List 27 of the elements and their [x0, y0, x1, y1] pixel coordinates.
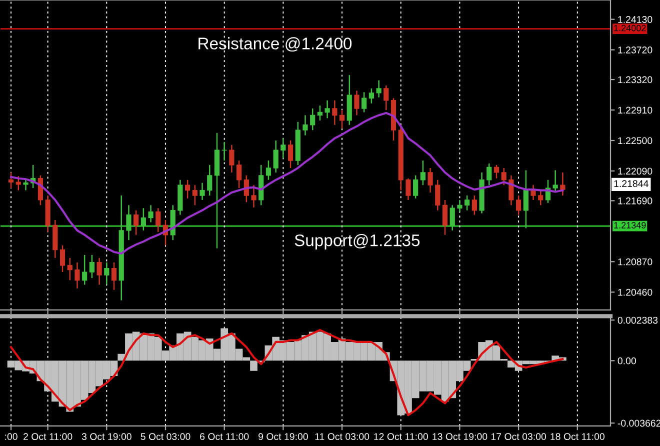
x-tick-label: 17 Oct 03:00 [491, 433, 546, 440]
y-tick-label: 1.23320 [618, 76, 652, 84]
y-tick-label: 1.22910 [618, 106, 652, 114]
ref-line-label: 1.21349 [614, 222, 646, 228]
y-tick-label: 1.24130 [618, 16, 652, 23]
y-tick-label: 0.002383 [618, 316, 658, 324]
x-tick-label: 3 Oct 19:00 [82, 433, 132, 440]
ref-line-label: 1.24002 [614, 24, 646, 32]
x-tick-label: 18 Oct 11:00 [550, 433, 604, 440]
annotation: Support@1.2135 [294, 234, 420, 250]
y-tick-label: 1.23720 [618, 46, 652, 54]
y-tick-label: 1.20870 [618, 258, 652, 266]
x-tick-label: 2 Oct 11:00 [24, 433, 72, 440]
x-tick-label: 6 Oct 11:00 [200, 433, 249, 440]
x-tick-label: 12 Oct 11:00 [374, 433, 428, 440]
y-tick-label: 1.22500 [618, 137, 652, 144]
x-tick-label: 5 Oct 03:00 [140, 433, 190, 440]
x-tick-label: :00 [5, 433, 18, 440]
x-tick-label: 9 Oct 19:00 [258, 433, 308, 440]
y-tick-label: 1.22090 [618, 168, 652, 175]
annotation: Resistance @1.2400 [198, 37, 352, 52]
x-tick-label: 13 Oct 19:00 [432, 433, 488, 440]
x-tick-label: 11 Oct 03:00 [315, 433, 370, 440]
y-tick-label: 1.21690 [618, 197, 652, 204]
text: 1.21844 [614, 180, 648, 188]
y-tick-label: 0.00 [618, 357, 636, 364]
y-tick-label: 1.20460 [618, 288, 652, 296]
